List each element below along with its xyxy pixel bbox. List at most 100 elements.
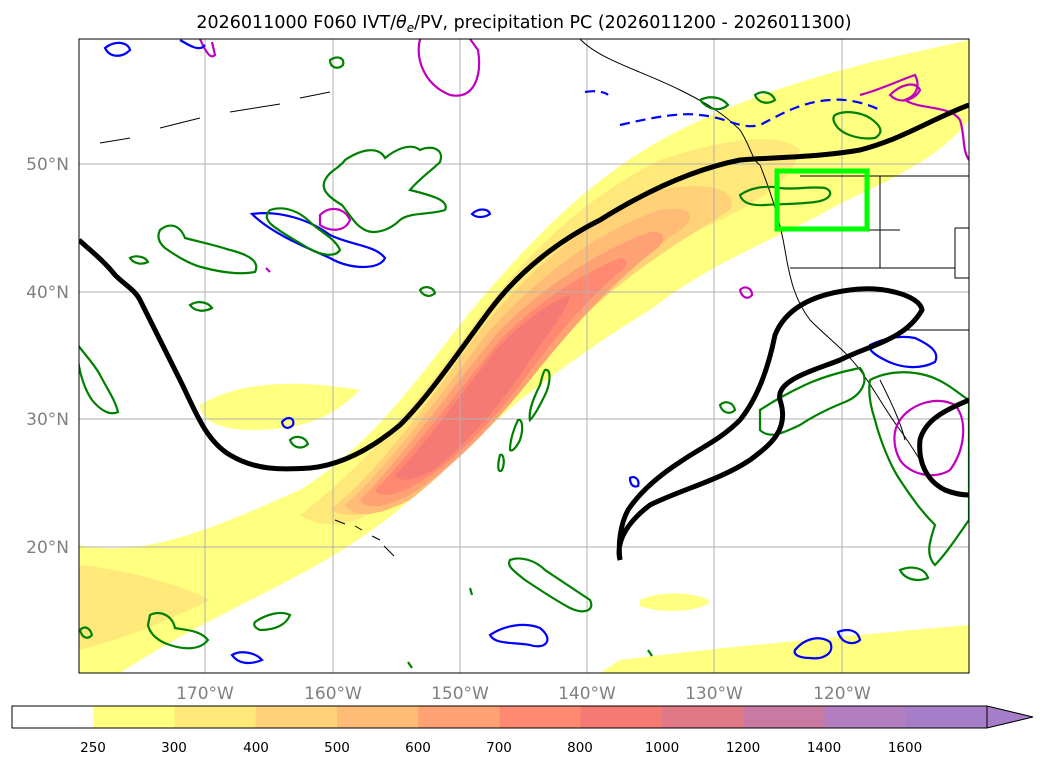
pv-green-us [758,366,866,436]
theta-e-se [917,397,969,498]
target-region-box [774,168,870,232]
pv-green-tiny-1 [188,301,214,312]
lat-label-30n: 30°N [26,410,69,430]
precip-nw-corner [198,39,217,58]
pv-green-tiny-5 [718,401,737,414]
colorbar-extend-arrow [986,705,1034,729]
pv-green-mid-a [322,145,447,234]
colorbar-frame [11,705,988,729]
colorbar-segment [337,706,419,728]
pv-green-streak-c [497,453,505,473]
colorbar-segment [580,706,663,728]
pv-blue-tiny-c [628,476,640,488]
pv-blue-tiny-a [280,416,295,429]
pv-green-south-a [507,557,593,613]
theta-e-main [79,102,969,472]
colorbar-segment [93,706,175,728]
map-panel [79,39,969,673]
pv-blue-dashed-b [584,90,609,96]
theta-e-loop [616,286,925,561]
figure-title: 2026011000 F060 IVT/θe/PV, precipitation… [196,13,851,35]
colorbar-segment [499,706,582,728]
cb-tick-1600: 1600 [888,740,922,756]
pv-blue-small [470,208,492,219]
colorbar-segment [743,706,825,728]
colorbar-segment [418,706,500,728]
pv-blue-south [488,623,549,648]
cb-tick-800: 800 [567,740,593,756]
colorbar-segment [662,706,744,728]
pv-green-south-d [79,626,94,639]
pv-blue-mid [249,212,387,268]
cb-tick-600: 600 [405,740,431,756]
pv-blue-socal [868,335,938,369]
pv-green-mid-d [79,344,120,415]
precip-small-b [738,286,754,299]
pv-green-tiny-3 [128,255,150,265]
ivt-250-b [200,383,360,430]
lon-label-170w: 170°W [176,684,234,704]
pv-green-south-b [146,611,210,650]
cb-tick-700: 700 [486,740,512,756]
pv-blue-south3 [836,629,862,645]
lon-label-140w: 140°W [558,684,616,704]
colorbar-segment [174,706,257,728]
pv-blue-tiny-b [230,651,264,665]
ivt-250-d [640,593,710,611]
pv-green-streak-a [528,368,551,423]
cb-tick-400: 400 [243,740,269,756]
lon-label-150w: 150°W [431,684,489,704]
pv-green-mexico [868,371,969,567]
pv-green-mid-c [265,207,342,256]
theta-e-contours [79,102,969,561]
pv-blue-contours [103,39,938,665]
cb-tick-250: 250 [80,740,106,756]
pv-blue-dashed [619,98,881,128]
pv-green-ak [328,56,345,69]
lat-label-40n: 40°N [26,283,69,303]
lon-labels: 170°W 160°W 150°W 140°W 130°W 120°W [176,684,871,704]
pv-green-canada-c [753,91,777,104]
pv-green-streak-b [508,418,524,452]
colorbar-segments [12,706,988,728]
pv-blue-nw [103,41,132,57]
precip-alaska [417,39,481,97]
colorbar-segment [824,706,907,728]
precip-contours [198,39,969,477]
pv-green-tiny-6 [898,566,930,581]
pv-blue-south2 [793,637,833,660]
colorbar-ticks: 250 300 400 500 600 700 800 1000 1200 14… [80,740,922,756]
aleutians [99,91,331,144]
precip-small-a [318,207,352,231]
pv-green-mid-b [157,224,258,275]
hawaii [334,519,395,557]
ivt-300-b [79,565,210,650]
pv-green-tiny-2 [418,286,437,297]
pv-green-tiny-7 [407,587,653,669]
cb-tick-300: 300 [161,740,187,756]
lat-label-20n: 20°N [26,538,69,558]
colorbar: 250 300 400 500 600 700 800 1000 1200 14… [11,705,1034,756]
pv-blue-nw2 [179,39,206,50]
lat-labels: 50°N 40°N 30°N 20°N [26,155,69,558]
ivt-250-c [600,625,969,673]
pv-green-canada-b [698,96,730,111]
lon-label-120w: 120°W [813,684,871,704]
precip-canada-a [888,83,922,102]
cb-tick-1400: 1400 [807,740,841,756]
colorbar-segment [12,706,94,728]
ivt-800 [395,295,570,480]
pv-green-contours [79,56,969,669]
colorbar-segment [905,706,988,728]
precip-small-c [265,267,271,273]
lat-label-50n: 50°N [26,155,69,175]
pv-green-tiny-4 [288,435,310,449]
cb-tick-1200: 1200 [726,740,760,756]
gulf-of-california [879,379,906,441]
graticule [79,39,969,673]
pv-green-south-c [253,611,292,632]
lon-label-160w: 160°W [304,684,362,704]
cb-tick-500: 500 [324,740,350,756]
map-frame [78,38,970,674]
